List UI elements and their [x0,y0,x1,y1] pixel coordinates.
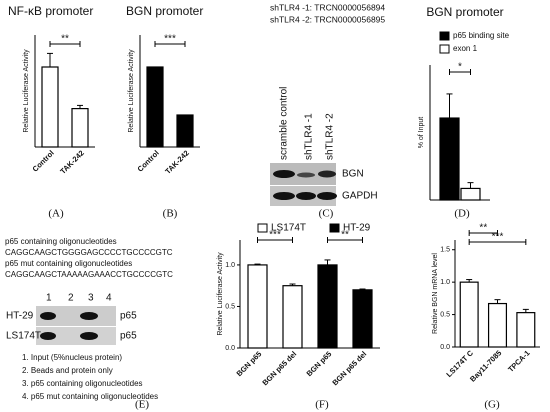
legend-text: 3. p65 containing oligonucleotides [22,379,143,388]
legend-label: p65 binding site [453,31,510,40]
chart-title: BGN promoter [126,4,203,18]
bar [176,114,194,148]
lane-label: scramble control [279,87,290,160]
blot-header: shTLR4 -2: TRCN0000056895 [270,14,385,24]
x-tick-label: BGN p65 del [330,349,368,387]
y-axis-label: Relative Luciferase Activity [128,49,135,133]
lane-label: shTLR4 -2 [325,113,336,160]
bar [317,264,338,349]
oligo-text: p65 containing oligonucleotides [5,237,117,246]
significance-label: ** [61,34,69,45]
x-tick-label: BGN p65 [305,349,334,378]
oligo-text: CAGGCAAGCTGGGGAGCCCCTGCCCCGTC [5,248,173,257]
x-tick-label: BGN p65 del [260,349,298,387]
significance-label: * [458,62,462,73]
lane-label: shTLR4 -1 [304,113,315,160]
y-tick-label: 1.0 [440,279,450,286]
y-tick-label: 0.0 [225,345,235,352]
bar [71,107,89,148]
legend-swatch [329,223,340,233]
bar [487,302,508,348]
significance-label: ** [479,223,487,234]
legend-text: 2. Beads and protein only [22,366,113,375]
band [317,192,337,200]
bar [516,312,536,348]
panel-label: (G) [484,399,500,411]
legend-label: exon 1 [453,44,478,53]
x-tick-label: Control [136,148,161,173]
legend-label: HT-29 [343,223,371,234]
blot-header: shTLR4 -1: TRCN0000056894 [270,2,385,12]
y-axis-label: Relative Luciferase Activity [217,252,224,336]
legend-text: 4. p65 mut containing oligonucleotides [22,392,158,401]
band [80,332,98,340]
panel-label: (E) [135,399,149,411]
legend-label: LS174T [271,223,306,234]
legend-swatch [439,31,450,41]
band-label: BGN [342,169,364,180]
x-tick-label: BGN p65 [235,349,264,378]
significance-label: ** [341,230,349,241]
bar [459,281,479,348]
band [80,312,98,320]
chart-title: BGN promoter [426,5,503,19]
y-tick-label: 0.5 [440,311,450,318]
blot-strip [36,327,116,345]
lane-label: 4 [106,293,112,304]
band-label: GAPDH [342,191,378,202]
legend-swatch [257,223,268,233]
band [318,170,336,178]
bar [282,285,303,349]
bar [460,187,481,201]
band [273,192,295,200]
oligo-text: CAGGCAAGCTAAAAAGAAACCTGCCCCGTC [5,270,173,279]
lane-label: 1 [46,293,52,304]
x-tick-label: TAK-242 [163,148,190,175]
significance-label: *** [164,34,176,45]
row-label: LS174T [6,331,41,342]
panel-label: (B) [163,208,178,220]
lane-label: 3 [88,293,94,304]
y-tick-label: 0.0 [440,344,450,351]
bar [146,66,164,148]
bar [247,264,268,349]
chart-title: NF-κB promoter [8,4,93,18]
x-tick-label: TAK-242 [58,148,85,175]
panel-label: (A) [48,208,64,220]
band [40,332,56,340]
y-axis-label: % of Input [418,117,425,149]
panel-label: (F) [315,399,329,411]
band-label: p65 [120,311,137,322]
x-tick-label: Control [31,148,56,173]
band [273,170,295,178]
y-tick-label: 0.5 [225,303,235,310]
bar [41,66,59,148]
row-label: HT-29 [6,311,34,322]
band [297,172,315,178]
lane-label: 2 [68,293,74,304]
y-tick-label: 1.5 [440,247,450,254]
y-axis-label: Relative Luciferase Activity [23,49,30,133]
band [40,312,56,320]
legend-text: 1. Input (5%nucleus protein) [22,353,122,362]
bar [352,289,373,349]
oligo-text: p65 mut containing oligonucleotides [5,259,132,268]
panel-label: (C) [319,208,334,220]
panel-label: (D) [454,208,470,220]
y-tick-label: 1.0 [225,262,235,269]
band-label: p65 [120,331,137,342]
band [296,192,316,200]
significance-label: *** [492,232,504,243]
bar [439,117,460,201]
blot-strip [36,306,116,326]
y-axis-label: Relative BGN mRNA level [432,253,439,334]
legend-swatch [439,44,450,54]
x-tick-label: TPCA-1 [506,348,532,374]
significance-label: *** [269,230,281,241]
